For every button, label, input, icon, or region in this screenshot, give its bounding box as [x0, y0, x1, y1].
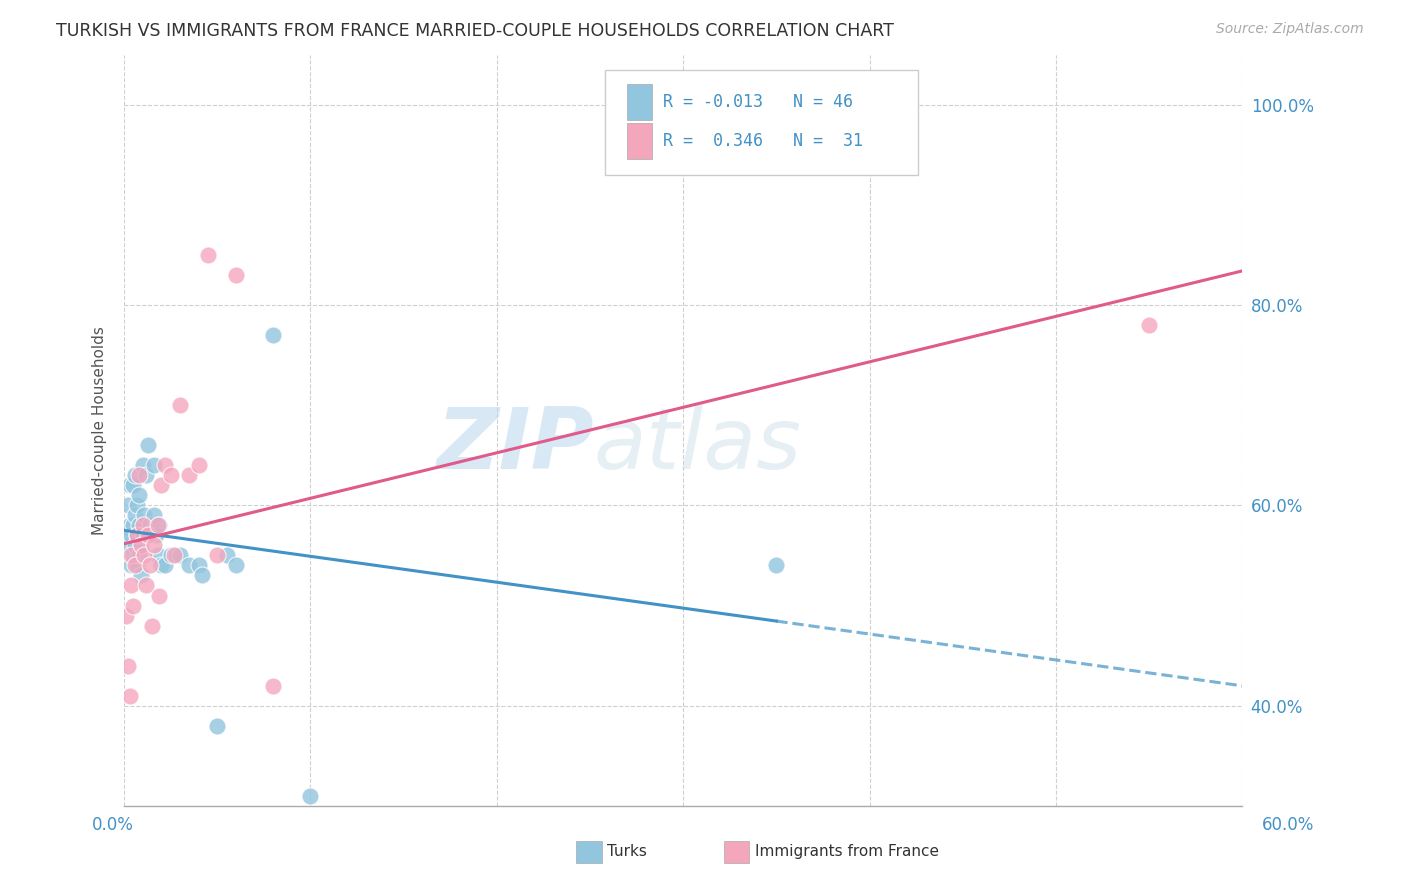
Point — [125, 528, 148, 542]
Point — [187, 458, 209, 473]
Point — [150, 478, 173, 492]
Point — [150, 558, 173, 573]
Text: Turks: Turks — [607, 845, 647, 859]
Bar — [627, 85, 652, 120]
Point — [135, 578, 157, 592]
Text: R =  0.346   N =  31: R = 0.346 N = 31 — [664, 132, 863, 151]
Point — [262, 328, 284, 343]
Point — [118, 689, 141, 703]
Point — [125, 528, 148, 542]
Text: atlas: atlas — [593, 404, 801, 487]
Point — [134, 549, 156, 563]
Point — [128, 488, 150, 502]
Point — [159, 549, 181, 563]
Point — [139, 518, 162, 533]
Point — [141, 618, 163, 632]
Text: TURKISH VS IMMIGRANTS FROM FRANCE MARRIED-COUPLE HOUSEHOLDS CORRELATION CHART: TURKISH VS IMMIGRANTS FROM FRANCE MARRIE… — [56, 22, 894, 40]
Point — [128, 518, 150, 533]
Point — [122, 478, 145, 492]
Point — [169, 549, 191, 563]
Point — [122, 599, 145, 613]
Point — [120, 549, 142, 563]
Point — [142, 458, 165, 473]
Bar — [627, 123, 652, 160]
Point — [131, 528, 153, 542]
Point — [299, 789, 322, 803]
Point — [129, 539, 152, 553]
Text: Source: ZipAtlas.com: Source: ZipAtlas.com — [1216, 22, 1364, 37]
Point — [148, 589, 170, 603]
Point — [117, 499, 139, 513]
Point — [142, 539, 165, 553]
Point — [124, 468, 146, 483]
Point — [139, 558, 162, 573]
Point — [131, 518, 153, 533]
Point — [118, 478, 141, 492]
Point — [124, 508, 146, 523]
Point — [1137, 318, 1160, 333]
Point — [117, 539, 139, 553]
Point — [120, 558, 142, 573]
Point — [163, 549, 186, 563]
Point — [120, 578, 142, 592]
Point — [136, 528, 159, 542]
Point — [153, 458, 176, 473]
Text: ZIP: ZIP — [436, 404, 593, 487]
Point — [124, 558, 146, 573]
Point — [136, 438, 159, 452]
Point — [118, 518, 141, 533]
Point — [115, 608, 138, 623]
Point — [128, 468, 150, 483]
Point — [205, 549, 228, 563]
Point — [153, 558, 176, 573]
Point — [179, 558, 201, 573]
FancyBboxPatch shape — [605, 70, 918, 175]
Point — [128, 549, 150, 563]
Point — [197, 248, 219, 262]
Point — [125, 499, 148, 513]
Point — [134, 508, 156, 523]
Point — [146, 549, 169, 563]
Point — [131, 458, 153, 473]
Point — [165, 549, 187, 563]
Y-axis label: Married-couple Households: Married-couple Households — [93, 326, 107, 535]
Point — [124, 539, 146, 553]
Point — [120, 528, 142, 542]
Point — [148, 518, 170, 533]
Point — [159, 468, 181, 483]
Point — [225, 268, 247, 283]
Text: Immigrants from France: Immigrants from France — [755, 845, 939, 859]
Point — [187, 558, 209, 573]
Point — [117, 658, 139, 673]
Point — [262, 679, 284, 693]
Point — [191, 568, 214, 582]
Point — [142, 508, 165, 523]
Point — [205, 718, 228, 732]
Point — [135, 468, 157, 483]
Point — [765, 558, 787, 573]
Point — [179, 468, 201, 483]
Text: 0.0%: 0.0% — [91, 816, 134, 834]
Point — [122, 549, 145, 563]
Text: 60.0%: 60.0% — [1263, 816, 1315, 834]
Point — [125, 558, 148, 573]
Point — [129, 539, 152, 553]
Point — [145, 528, 167, 542]
Point — [115, 528, 138, 542]
Text: R = -0.013   N = 46: R = -0.013 N = 46 — [664, 94, 853, 112]
Point — [169, 398, 191, 412]
Point — [122, 518, 145, 533]
Point — [225, 558, 247, 573]
Point — [146, 518, 169, 533]
Point — [215, 549, 238, 563]
Point — [129, 568, 152, 582]
